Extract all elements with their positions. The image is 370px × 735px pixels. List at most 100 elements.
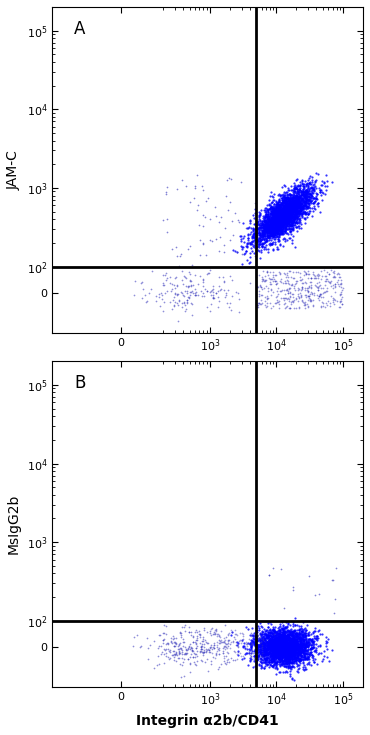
Point — [287, 198, 293, 210]
Point — [289, 639, 295, 650]
Point — [276, 200, 282, 212]
Point — [281, 637, 287, 649]
Point — [320, 298, 326, 309]
Point — [284, 624, 290, 636]
Point — [284, 203, 290, 215]
Point — [263, 210, 269, 222]
Point — [258, 234, 263, 246]
Point — [290, 646, 296, 658]
Point — [179, 297, 185, 309]
Point — [260, 645, 266, 656]
Point — [300, 629, 306, 641]
Point — [290, 645, 296, 657]
Point — [287, 647, 293, 659]
Point — [288, 198, 294, 210]
Point — [270, 228, 276, 240]
Point — [273, 215, 279, 226]
Point — [289, 642, 295, 653]
Point — [266, 225, 272, 237]
Point — [262, 644, 268, 656]
Point — [302, 645, 307, 656]
Point — [273, 645, 279, 657]
Point — [280, 199, 286, 211]
Point — [286, 653, 292, 665]
Point — [289, 204, 295, 216]
Point — [280, 642, 286, 654]
Point — [290, 196, 296, 207]
Point — [270, 638, 276, 650]
Point — [276, 628, 282, 639]
Point — [298, 189, 304, 201]
Point — [278, 649, 283, 661]
Point — [270, 653, 276, 664]
Point — [315, 625, 321, 637]
Point — [261, 639, 267, 651]
Point — [303, 648, 309, 660]
Point — [265, 214, 271, 226]
Point — [270, 652, 276, 664]
Point — [270, 220, 276, 232]
Point — [287, 209, 293, 221]
Point — [258, 294, 264, 306]
Point — [260, 220, 266, 232]
Point — [290, 632, 296, 644]
Point — [212, 201, 218, 213]
Point — [304, 189, 310, 201]
Point — [297, 648, 303, 660]
Point — [296, 222, 302, 234]
Point — [294, 198, 300, 210]
Point — [267, 633, 273, 645]
Point — [280, 626, 286, 638]
Point — [280, 208, 286, 220]
Point — [285, 655, 291, 667]
Point — [278, 640, 283, 652]
Point — [260, 229, 266, 240]
Point — [293, 207, 299, 219]
Point — [304, 282, 310, 293]
Point — [295, 199, 301, 211]
Point — [270, 215, 276, 227]
Point — [268, 201, 274, 213]
Point — [303, 192, 309, 204]
Point — [294, 640, 300, 652]
Point — [290, 190, 296, 202]
Point — [283, 213, 289, 225]
Point — [280, 626, 286, 638]
Point — [266, 639, 272, 651]
Point — [207, 627, 213, 639]
Point — [260, 648, 266, 660]
Point — [292, 209, 298, 221]
Point — [285, 212, 291, 223]
Point — [276, 201, 282, 213]
Point — [277, 213, 283, 225]
Point — [273, 207, 279, 218]
Point — [243, 245, 249, 257]
Point — [280, 627, 286, 639]
Point — [279, 623, 285, 635]
Point — [252, 207, 258, 218]
Point — [291, 203, 297, 215]
Point — [226, 628, 232, 639]
Point — [280, 637, 286, 648]
Point — [296, 191, 302, 203]
Point — [289, 642, 295, 653]
Point — [305, 652, 311, 664]
Point — [271, 628, 277, 639]
Point — [186, 621, 192, 633]
Point — [287, 203, 293, 215]
Point — [248, 628, 253, 639]
Point — [176, 645, 182, 657]
Point — [281, 637, 287, 648]
Point — [276, 207, 282, 218]
Point — [249, 645, 255, 656]
Point — [258, 659, 264, 671]
Point — [267, 636, 273, 648]
Point — [299, 295, 305, 306]
Point — [256, 232, 262, 244]
Point — [273, 212, 279, 223]
Point — [265, 225, 271, 237]
Point — [183, 645, 189, 656]
Point — [296, 205, 302, 217]
Point — [300, 183, 306, 195]
Point — [287, 625, 293, 637]
